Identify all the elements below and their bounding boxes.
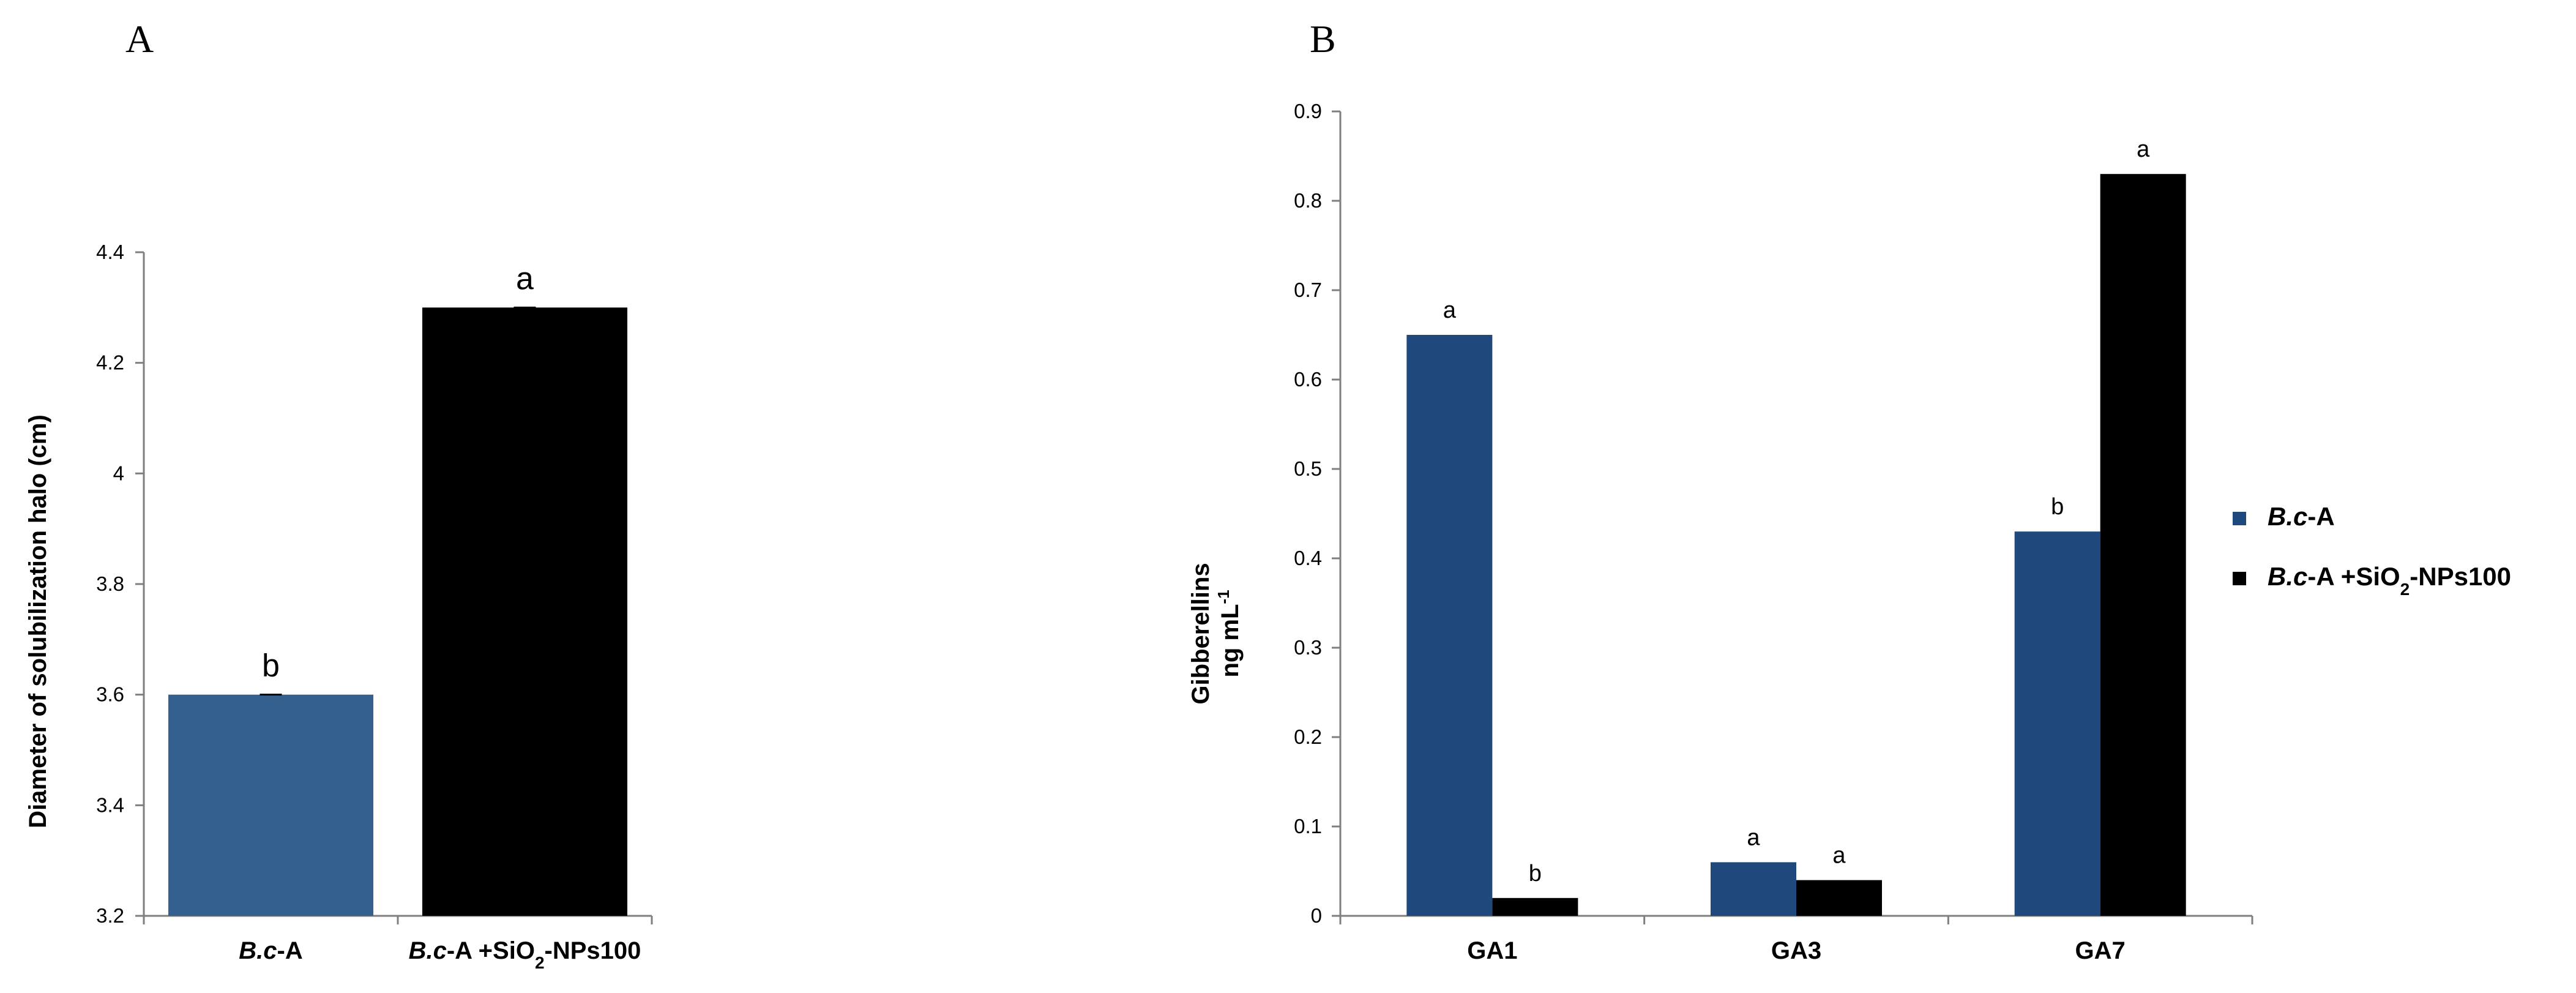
- panel-b-letter: B: [1310, 17, 1336, 61]
- panel-b-y-tick-label: 0.1: [1294, 815, 1322, 837]
- panel-a-y-tick-label: 3.6: [96, 683, 124, 706]
- panel-a-y-tick-label: 4.4: [96, 241, 124, 263]
- panel-a-letter: A: [125, 17, 154, 61]
- panel-b-bar: [2100, 174, 2186, 916]
- panel-b-significance-label: b: [1529, 861, 1542, 886]
- panel-a-y-axis-label: Diameter of solubilization halo (cm): [24, 414, 51, 828]
- panel-a-y-tick-label: 3.8: [96, 572, 124, 595]
- panel-a-x-labels: B.c-A B.c-A +SiO2-NPs100: [239, 937, 641, 972]
- panel-b-bars: a b a a b a: [1406, 137, 2186, 916]
- panel-a-y-tick-label: 3.2: [96, 904, 124, 927]
- panel-b-y-tick-label: 0.5: [1294, 457, 1322, 480]
- panel-b-y-tick-label: 0.2: [1294, 725, 1322, 748]
- panel-b-bar: [1492, 897, 1578, 916]
- panel-a-axes: 3.2 3.4 3.6 3.8 4 4.2 4.4: [96, 241, 653, 927]
- legend-label: B.c-A: [2268, 502, 2335, 531]
- panel-b-x-category-label: GA1: [1467, 937, 1517, 964]
- panel-a-y-tick-label: 3.4: [96, 793, 124, 816]
- panel-b-significance-label: a: [2137, 137, 2150, 162]
- panel-b-bar: [1711, 862, 1796, 916]
- panel-a-bar: [422, 307, 627, 916]
- panel-b-bar: [2014, 531, 2100, 916]
- legend-swatch: [2233, 512, 2246, 525]
- panel-a-y-tick-label: 4: [113, 462, 124, 484]
- panel-b-y-label-line2: ng mL-1: [1214, 590, 1244, 677]
- panel-a-x-category-label: B.c-A +SiO2-NPs100: [409, 937, 641, 972]
- panel-b-significance-label: b: [2051, 494, 2064, 520]
- panel-a-significance-label: b: [262, 648, 280, 684]
- panel-b-y-tick-label: 0.9: [1294, 100, 1322, 122]
- panel-a-significance-label: a: [516, 261, 534, 296]
- panel-a-bars: ba: [168, 261, 627, 916]
- panel-b-y-axis-label: Gibberellins ng mL-1: [1187, 563, 1244, 704]
- panel-a: A Diameter of solubilization halo (cm) 3…: [24, 17, 653, 972]
- panel-b: B Gibberellins ng mL-1 0 0.1 0.2 0.3 0.4 0.5 0…: [1187, 17, 2511, 964]
- panel-b-y-tick-label: 0.8: [1294, 189, 1322, 212]
- panel-a-x-category-label: B.c-A: [239, 937, 302, 964]
- panel-b-y-tick-label: 0: [1311, 904, 1322, 927]
- panel-b-y-label-line1: Gibberellins: [1187, 563, 1214, 704]
- panel-a-y-tick-label: 4.2: [96, 351, 124, 374]
- panel-b-significance-label: a: [1832, 843, 1846, 869]
- panel-b-x-category-label: GA7: [2075, 937, 2126, 964]
- panel-b-significance-label: a: [1747, 825, 1760, 850]
- panel-b-bar: [1796, 880, 1882, 916]
- panel-b-significance-label: a: [1443, 298, 1457, 323]
- panel-b-bar: [1406, 335, 1493, 916]
- panel-b-x-labels: GA1 GA3 GA7: [1467, 937, 2126, 964]
- panel-b-x-category-label: GA3: [1771, 937, 1821, 964]
- panel-a-bar: [168, 694, 373, 916]
- panel-b-y-tick-label: 0.4: [1294, 547, 1322, 569]
- panel-b-y-tick-label: 0.7: [1294, 279, 1322, 301]
- panel-b-y-tick-label: 0.3: [1294, 636, 1322, 659]
- legend-label: B.c-A +SiO2-NPs100: [2268, 562, 2511, 599]
- panel-b-legend: B.c-A B.c-A +SiO2-NPs100: [2233, 502, 2511, 599]
- legend-swatch: [2233, 572, 2246, 585]
- panel-b-y-tick-label: 0.6: [1294, 368, 1322, 391]
